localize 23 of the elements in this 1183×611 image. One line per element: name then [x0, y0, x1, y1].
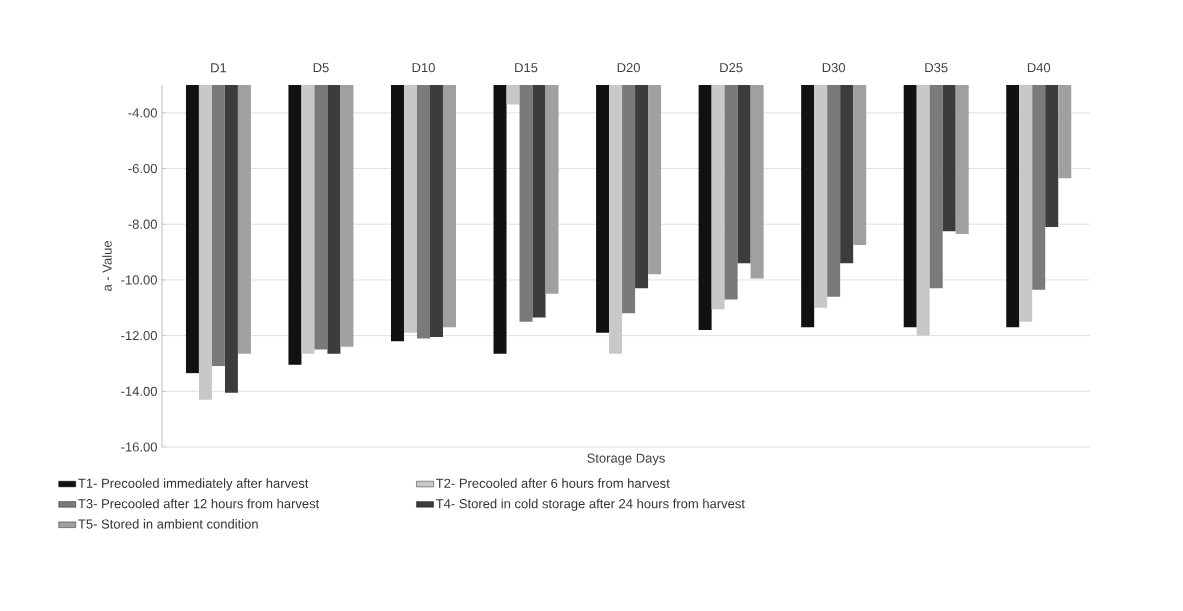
x-tick-label: D20 — [617, 62, 640, 73]
legend-label: T4- Stored in cold storage after 24 hours from harvest — [436, 498, 745, 511]
y-tick-label: -8.00 — [128, 219, 157, 229]
legend-label: T3- Precooled after 12 hours from harvest — [78, 498, 320, 509]
y-tick-label: -4.00 — [128, 108, 157, 118]
y-tick-label: -12.00 — [121, 331, 157, 341]
x-tick-label: D30 — [822, 62, 846, 73]
x-tick-label: D35 — [925, 62, 948, 73]
y-tick-label: -14.00 — [121, 386, 157, 396]
y-tick-label: -16.00 — [121, 442, 157, 452]
x-tick-label: D25 — [720, 62, 743, 73]
x-tick-label: D40 — [1027, 62, 1051, 73]
x-tick-label: D15 — [515, 63, 538, 73]
y-axis-title: a - Value — [102, 241, 112, 291]
legend-label: T1- Precooled immediately after harvest — [78, 478, 309, 491]
x-tick-label: D10 — [412, 62, 435, 73]
y-tick-label: -6.00 — [128, 163, 157, 174]
legend-label: T2- Precooled after 6 hours from harvest — [436, 478, 670, 488]
y-tick-label: -10.00 — [121, 275, 157, 285]
legend-label: T5- Stored in ambient condition — [78, 519, 258, 529]
x-tick-label: D1 — [211, 63, 227, 73]
x-axis-title: Storage Days — [587, 453, 665, 466]
x-tick-label: D5 — [313, 63, 329, 73]
